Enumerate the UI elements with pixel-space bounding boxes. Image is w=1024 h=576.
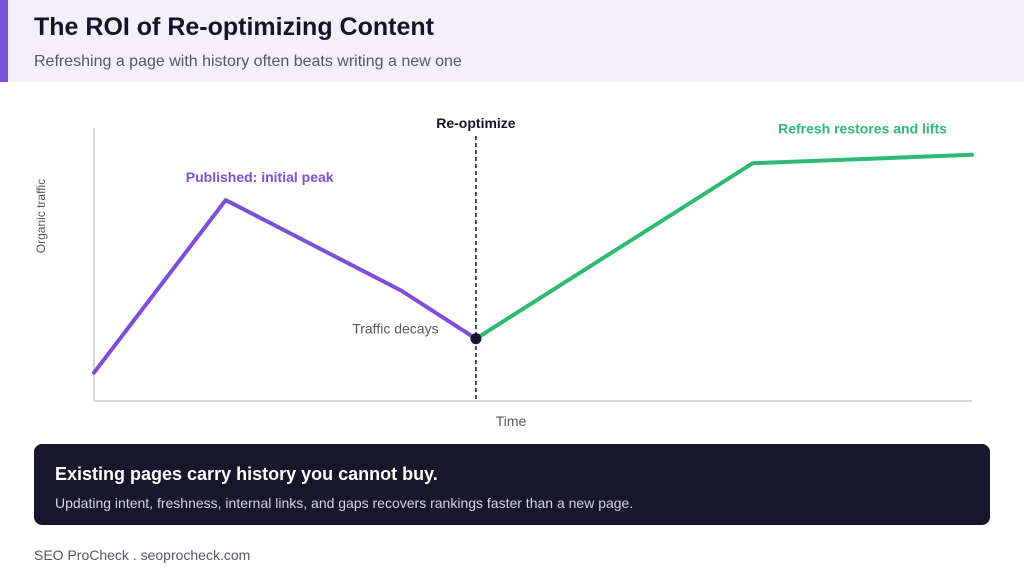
header-accent-bar — [0, 0, 8, 82]
annotation-refresh-lifts: Refresh restores and lifts — [778, 120, 947, 136]
reoptimize-marker-label: Re-optimize — [436, 115, 516, 131]
insight-callout: Existing pages carry history you cannot … — [34, 444, 990, 525]
callout-title: Existing pages carry history you cannot … — [55, 464, 438, 484]
series-line-after — [473, 152, 974, 341]
x-axis-label: Time — [496, 413, 527, 429]
callout-body: Updating intent, freshness, internal lin… — [55, 495, 634, 511]
page-subtitle: Refreshing a page with history often bea… — [34, 53, 462, 70]
page-title: The ROI of Re-optimizing Content — [34, 13, 434, 41]
annotation-traffic-decays: Traffic decays — [352, 320, 438, 336]
header-banner: The ROI of Re-optimizing Content Refresh… — [0, 0, 1024, 82]
y-axis-label: Organic traffic — [34, 179, 48, 253]
annotation-initial-peak: Published: initial peak — [186, 169, 334, 185]
footer-credit: SEO ProCheck . seoprocheck.com — [34, 547, 251, 563]
traffic-line-chart: Time Organic traffic Re-optimize Published:… — [34, 115, 974, 429]
series-line-before — [92, 198, 478, 375]
reoptimize-point — [470, 333, 482, 345]
